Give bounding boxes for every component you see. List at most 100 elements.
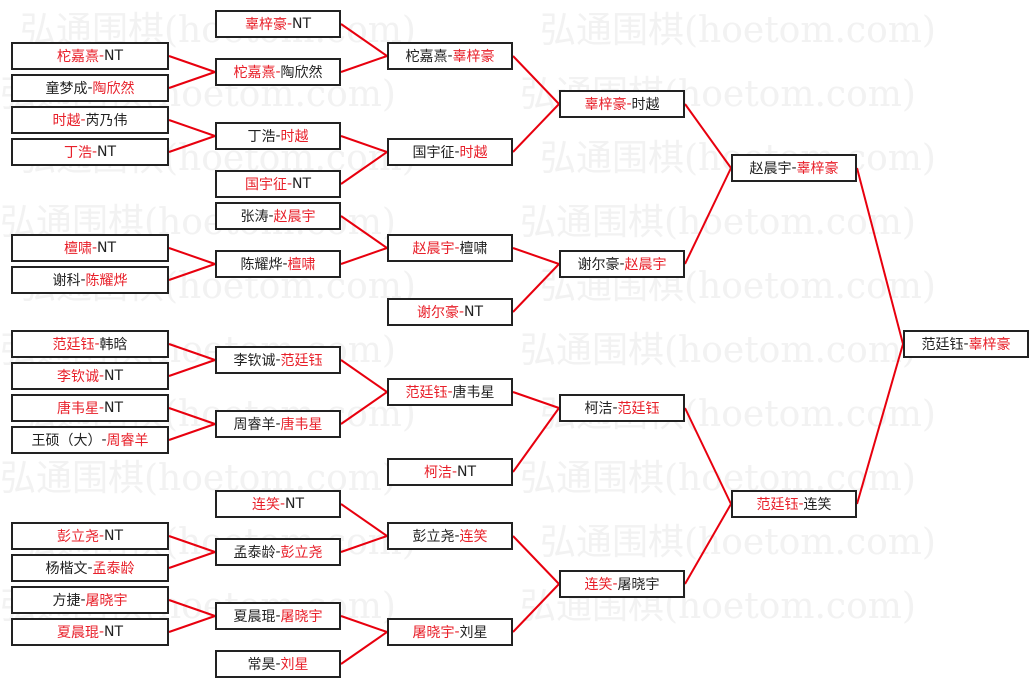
separator: - xyxy=(87,80,93,96)
player-a: 王硕（大） xyxy=(31,433,102,449)
match-box: 范廷钰 - 辜梓豪 xyxy=(903,330,1029,358)
bracket-connector xyxy=(168,263,216,281)
separator: - xyxy=(454,144,460,160)
player-b: 屠晓宇 xyxy=(85,593,128,609)
player-a: 童梦成 xyxy=(45,81,88,97)
separator: - xyxy=(98,624,105,640)
separator: - xyxy=(458,304,465,320)
separator: - xyxy=(94,336,100,352)
match-box: 辜梓豪 - NT xyxy=(215,10,341,38)
match-box: 童梦成 - 陶欣然 xyxy=(11,74,169,102)
player-b: NT xyxy=(292,176,312,192)
player-b: 辜梓豪 xyxy=(796,161,839,177)
player-b: 辜梓豪 xyxy=(968,337,1011,353)
player-b: 檀啸 xyxy=(287,257,316,273)
match-box: 谢科 - 陈耀烨 xyxy=(11,266,169,294)
match-box: 柁嘉熹 - NT xyxy=(11,42,169,70)
player-b: 刘星 xyxy=(459,625,488,641)
match-box: 辜梓豪 - 时越 xyxy=(559,90,685,118)
separator: - xyxy=(451,464,458,480)
player-b: NT xyxy=(104,400,124,416)
separator: - xyxy=(98,528,105,544)
player-b: 范廷钰 xyxy=(280,353,323,369)
separator: - xyxy=(275,128,281,144)
player-b: NT xyxy=(104,624,124,640)
separator: - xyxy=(612,576,618,592)
player-a: 夏晨琨 xyxy=(56,625,99,641)
player-b: 韩晗 xyxy=(99,337,128,353)
player-b: 唐韦星 xyxy=(452,385,495,401)
bracket-connector xyxy=(684,103,732,169)
player-a: 范廷钰 xyxy=(756,497,799,513)
match-box: 陈耀烨 - 檀啸 xyxy=(215,250,341,278)
separator: - xyxy=(275,608,281,624)
watermark-text: 弘通围棋(hoetom.com) xyxy=(540,10,936,51)
player-b: 芮乃伟 xyxy=(85,113,128,129)
match-box: 王硕（大） - 周睿羊 xyxy=(11,426,169,454)
match-box: 常昊 - 刘星 xyxy=(215,650,341,678)
separator: - xyxy=(80,112,86,128)
player-a: 柁嘉熹 xyxy=(233,65,276,81)
separator: - xyxy=(619,256,625,272)
match-box: 丁浩 - NT xyxy=(11,138,169,166)
bracket-connector xyxy=(168,247,216,265)
bracket-connector xyxy=(168,343,216,361)
player-a: 时越 xyxy=(52,113,81,129)
player-a: 檀啸 xyxy=(63,241,92,257)
separator: - xyxy=(791,160,797,176)
match-box: 国宇征 - 时越 xyxy=(387,138,513,166)
bracket-connector xyxy=(856,167,904,345)
player-b: 连笑 xyxy=(803,497,832,513)
bracket-connector xyxy=(340,23,388,57)
player-b: NT xyxy=(104,528,124,544)
player-a: 常昊 xyxy=(247,657,276,673)
match-box: 谢尔豪 - NT xyxy=(387,298,513,326)
match-box: 连笑 - NT xyxy=(215,490,341,518)
separator: - xyxy=(454,528,460,544)
separator: - xyxy=(454,624,460,640)
separator: - xyxy=(98,48,105,64)
match-box: 范廷钰 - 韩晗 xyxy=(11,330,169,358)
player-b: 唐韦星 xyxy=(280,417,323,433)
match-box: 屠晓宇 - 刘星 xyxy=(387,618,513,646)
bracket-connector xyxy=(168,599,216,617)
player-b: NT xyxy=(104,48,124,64)
match-box: 国宇征 - NT xyxy=(215,170,341,198)
bracket-connector xyxy=(512,535,560,585)
bracket-connector xyxy=(340,535,388,553)
watermark-text: 弘通围棋(hoetom.com) xyxy=(520,202,916,243)
player-b: NT xyxy=(97,144,117,160)
player-a: 唐韦星 xyxy=(56,401,99,417)
player-a: 方捷 xyxy=(52,593,81,609)
bracket-connector xyxy=(512,55,560,105)
watermark-text: 弘通围棋(hoetom.com) xyxy=(520,330,916,371)
match-box: 柁嘉熹 - 辜梓豪 xyxy=(387,42,513,70)
match-box: 张涛 - 赵晨宇 xyxy=(215,202,341,230)
watermark-text: 弘通围棋(hoetom.com) xyxy=(540,522,936,563)
separator: - xyxy=(798,496,804,512)
player-a: 柯洁 xyxy=(584,401,613,417)
player-a: 周睿羊 xyxy=(233,417,276,433)
separator: - xyxy=(80,592,86,608)
separator: - xyxy=(454,240,460,256)
match-box: 李钦诚 - NT xyxy=(11,362,169,390)
separator: - xyxy=(275,656,281,672)
bracket-connector xyxy=(340,359,388,393)
match-box: 柯洁 - NT xyxy=(387,458,513,486)
separator: - xyxy=(275,544,281,560)
player-b: NT xyxy=(97,240,117,256)
bracket-connector xyxy=(684,167,732,265)
match-box: 范廷钰 - 唐韦星 xyxy=(387,378,513,406)
match-box: 彭立尧 - 连笑 xyxy=(387,522,513,550)
separator: - xyxy=(286,176,293,192)
player-a: 范廷钰 xyxy=(921,337,964,353)
player-b: 赵晨宇 xyxy=(624,257,667,273)
match-box: 柯洁 - 范廷钰 xyxy=(559,394,685,422)
player-a: 柁嘉熹 xyxy=(56,49,99,65)
player-a: 赵晨宇 xyxy=(749,161,792,177)
match-box: 柁嘉熹 - 陶欣然 xyxy=(215,58,341,86)
separator: - xyxy=(286,16,293,32)
player-a: 国宇征 xyxy=(244,177,287,193)
player-a: 国宇征 xyxy=(412,145,455,161)
match-box: 孟泰龄 - 彭立尧 xyxy=(215,538,341,566)
